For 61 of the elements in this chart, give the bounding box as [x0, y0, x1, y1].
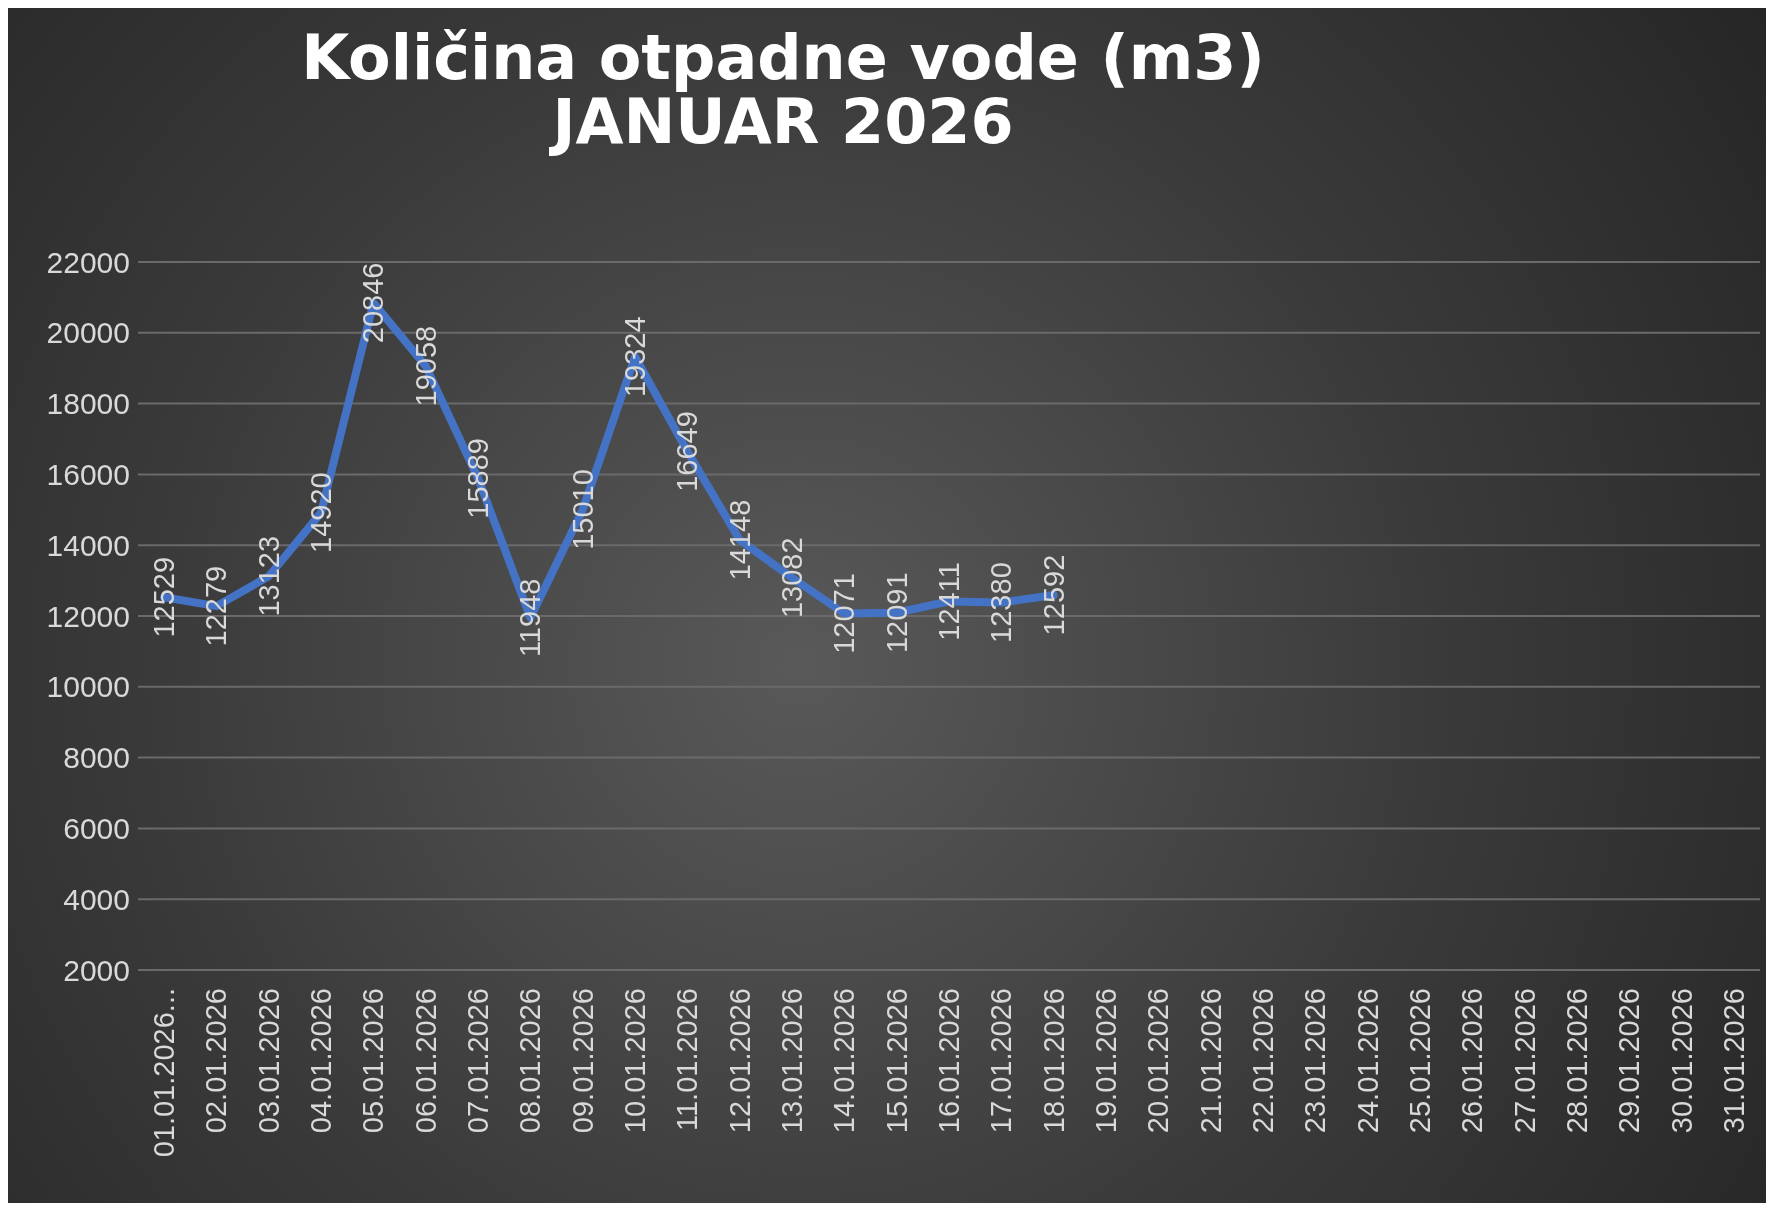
x-tick-label: 06.01.2026: [409, 988, 442, 1134]
y-tick-label: 20000: [46, 316, 130, 350]
y-tick-label: 8000: [63, 741, 130, 775]
y-tick-label: 6000: [63, 812, 130, 846]
x-tick-label: 28.01.2026: [1560, 988, 1593, 1134]
x-tick-label: 20.01.2026: [1142, 988, 1175, 1134]
x-tick-label: 25.01.2026: [1403, 988, 1436, 1134]
x-tick-label: 17.01.2026: [985, 988, 1018, 1134]
x-tick-label: 08.01.2026: [514, 988, 547, 1134]
y-tick-label: 16000: [46, 458, 130, 492]
x-tick-label: 04.01.2026: [305, 988, 338, 1134]
x-tick-label: 24.01.2026: [1351, 988, 1384, 1134]
data-label: 15889: [462, 438, 495, 519]
y-tick-label: 14000: [46, 528, 130, 562]
data-label: 19324: [619, 316, 652, 398]
x-tick-label: 07.01.2026: [462, 988, 495, 1134]
x-tick-label: 29.01.2026: [1613, 988, 1646, 1134]
data-label: 12071: [828, 573, 861, 654]
data-label: 12091: [880, 572, 913, 654]
data-label: 16649: [671, 411, 704, 492]
x-tick-label: 23.01.2026: [1299, 988, 1332, 1134]
data-label: 12411: [933, 562, 965, 641]
data-label: 12592: [1037, 554, 1070, 636]
data-label: 14920: [305, 472, 338, 553]
x-tick-label: 30.01.2026: [1665, 988, 1698, 1134]
y-tick-label: 4000: [63, 882, 130, 916]
data-label: 13123: [252, 535, 285, 617]
x-tick-label: 22.01.2026: [1246, 988, 1279, 1134]
x-tick-label: 27.01.2026: [1508, 988, 1541, 1134]
x-tick-label: 03.01.2026: [252, 988, 285, 1134]
data-label: 13082: [776, 537, 809, 619]
y-tick-label: 22000: [46, 245, 130, 279]
y-tick-label: 18000: [46, 387, 130, 421]
data-label: 12529: [148, 556, 181, 638]
y-tick-label: 2000: [63, 953, 130, 987]
x-tick-label: 16.01.2026: [933, 988, 965, 1134]
x-tick-label: 15.01.2026: [880, 988, 913, 1134]
data-label: 11948: [514, 578, 547, 658]
x-tick-label: 26.01.2026: [1456, 988, 1489, 1134]
data-label: 12279: [200, 565, 233, 647]
x-tick-label: 02.01.2026: [200, 988, 233, 1134]
y-tick-label: 10000: [46, 670, 130, 704]
x-tick-label: 19.01.2026: [1089, 988, 1122, 1134]
x-tick-label: 13.01.2026: [776, 988, 809, 1134]
data-label: 14148: [723, 499, 756, 581]
x-tick-label: 12.01.2026: [723, 988, 756, 1134]
data-label: 19058: [409, 325, 442, 407]
x-tick-label: 11.01.2026: [671, 988, 704, 1131]
data-label: 15010: [566, 469, 599, 550]
x-tick-label: 09.01.2026: [566, 988, 599, 1134]
x-tick-label: 31.01.2026: [1717, 988, 1750, 1134]
x-tick-label: 05.01.2026: [357, 988, 390, 1134]
chart-title: Količina otpadne vode (m3) JANUAR 2026: [300, 21, 1266, 158]
y-tick-label: 12000: [46, 599, 130, 633]
data-label: 12380: [985, 562, 1018, 643]
x-tick-label: 01.01.2026...: [148, 988, 181, 1158]
data-label: 20846: [357, 262, 390, 344]
x-tick-label: 18.01.2026: [1037, 988, 1070, 1134]
x-tick-label: 10.01.2026: [619, 988, 652, 1134]
x-tick-label: 21.01.2026: [1194, 988, 1227, 1134]
x-tick-label: 14.01.2026: [828, 988, 861, 1134]
